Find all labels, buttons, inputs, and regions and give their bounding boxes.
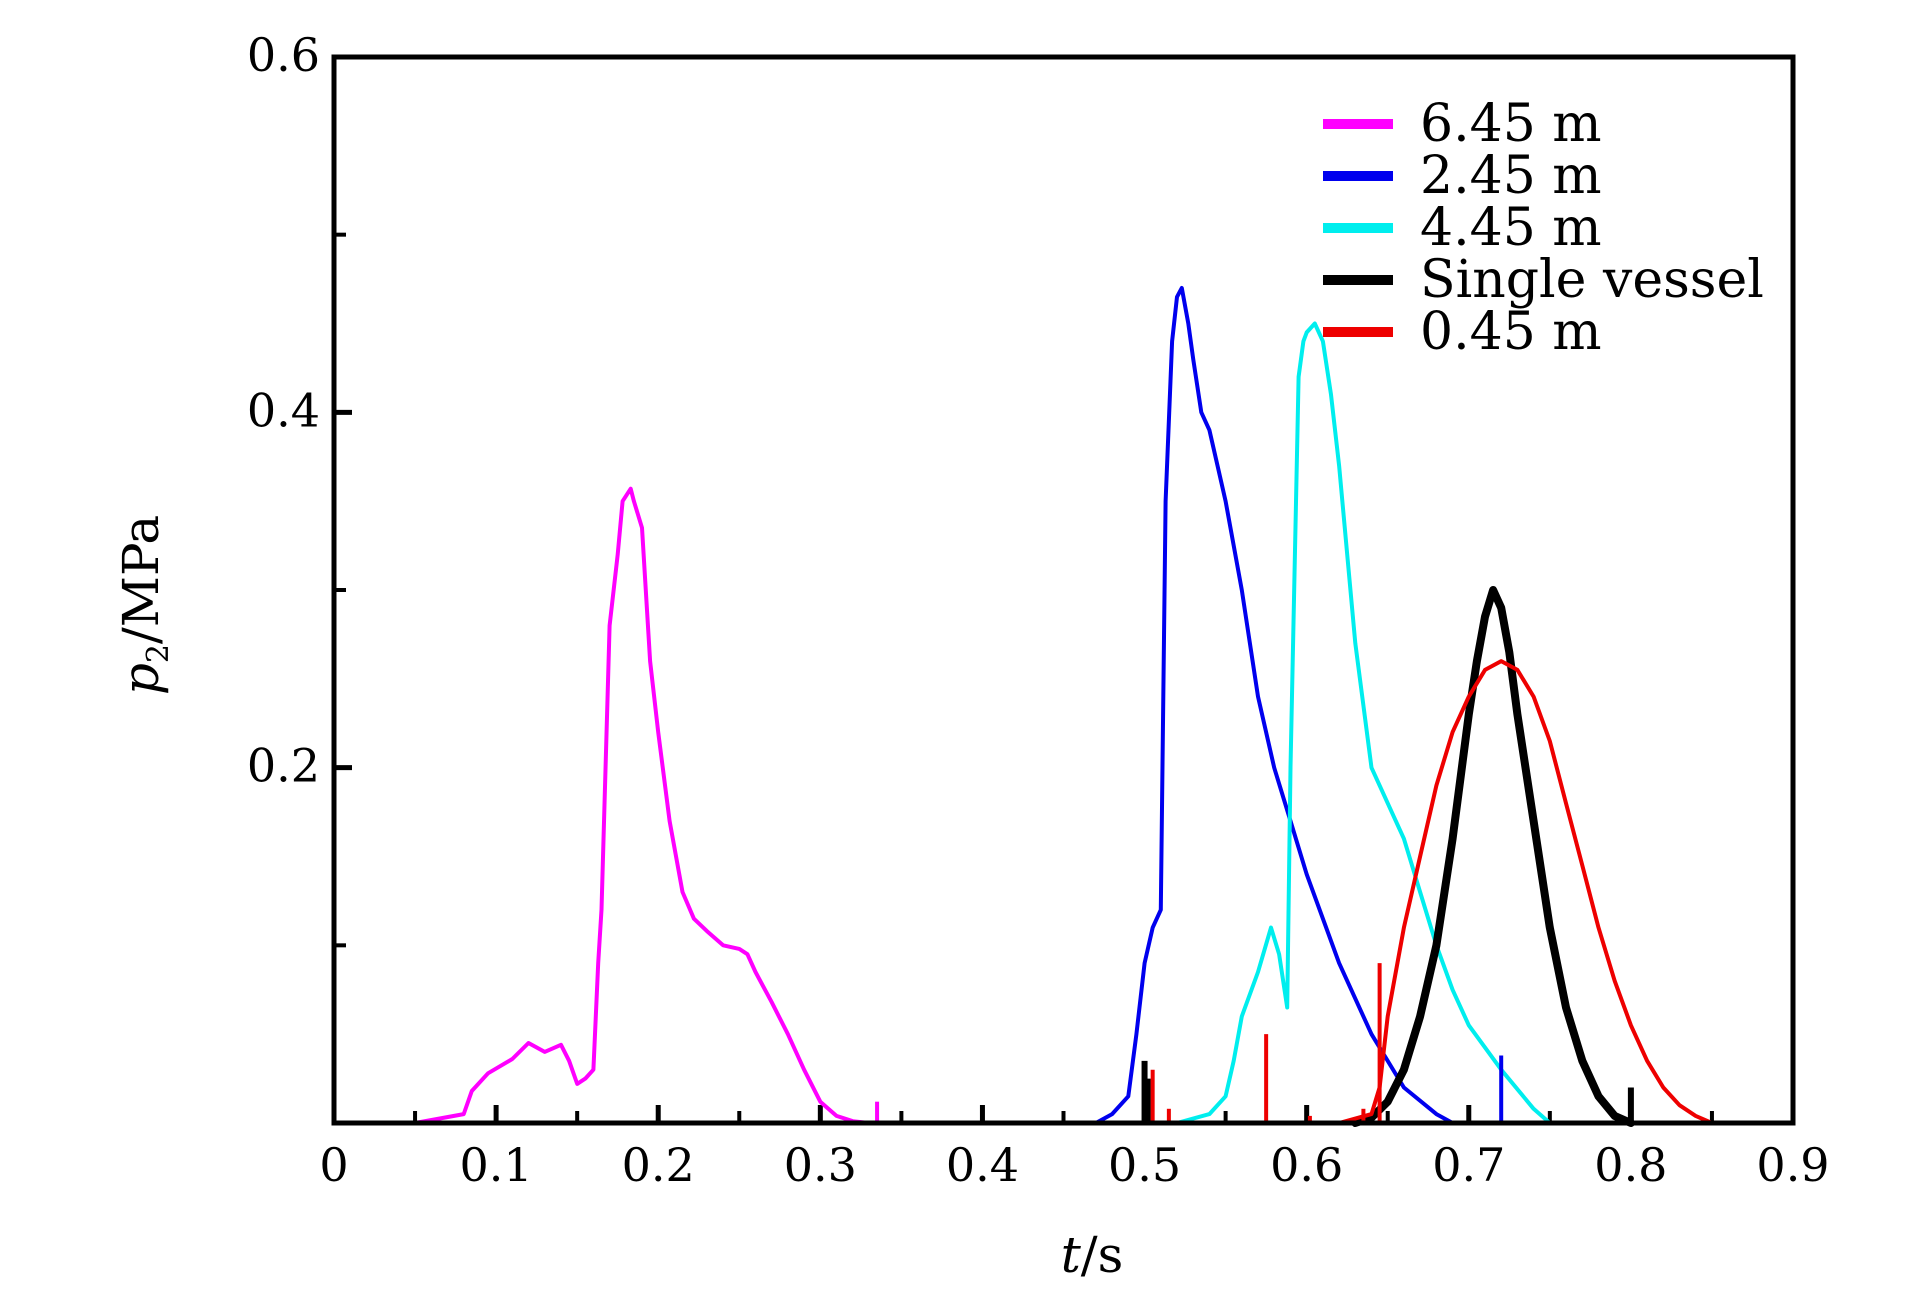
legend-label: 2.45 m (1420, 146, 1602, 206)
x-tick-label: 0.7 (1432, 1138, 1505, 1192)
series-line (413, 486, 871, 1125)
x-tick-label: 0.5 (1108, 1138, 1181, 1192)
series-line (1093, 286, 1455, 1125)
legend-label: 4.45 m (1420, 198, 1602, 258)
y-tick-label: 0.6 (247, 28, 320, 82)
x-tick-label: 0 (319, 1138, 348, 1192)
y-axis-sub: 2 (141, 644, 176, 663)
svg-text:p2/MPa: p2/MPa (112, 515, 176, 695)
series-line (1337, 659, 1714, 1125)
x-tick-label: 0.8 (1594, 1138, 1667, 1192)
legend-label: 0.45 m (1420, 302, 1602, 362)
y-tick-label: 0.2 (247, 739, 320, 793)
x-tick-label: 0.1 (460, 1138, 533, 1192)
legend-label: Single vessel (1420, 250, 1764, 310)
x-tick-label: 0.3 (784, 1138, 857, 1192)
axis-ticks: 0 0.1 0.2 0.3 0.4 0.5 0.6 0.7 0.8 0.9 0.2 0.4 0.6 (247, 28, 1830, 1192)
series-line (1175, 321, 1552, 1125)
x-tick-label: 0.2 (622, 1138, 695, 1192)
x-tick-label: 0.6 (1270, 1138, 1343, 1192)
y-axis-title: p2/MPa (112, 515, 176, 695)
series-lines (413, 286, 1714, 1127)
series-line (1351, 586, 1635, 1127)
x-axis-title: t/s (1061, 1226, 1124, 1284)
y-tick-label: 0.4 (247, 383, 320, 437)
y-axis-var: p (112, 663, 170, 695)
x-tick-label: 0.4 (946, 1138, 1019, 1192)
plot-frame (331, 54, 1796, 1126)
x-axis-var: t (1061, 1226, 1082, 1284)
y-axis-unit: /MPa (112, 515, 170, 644)
legend-label: 6.45 m (1420, 94, 1602, 154)
x-axis-unit: /s (1081, 1226, 1124, 1284)
svg-text:t/s: t/s (1061, 1226, 1124, 1284)
x-tick-label: 0.9 (1756, 1138, 1829, 1192)
